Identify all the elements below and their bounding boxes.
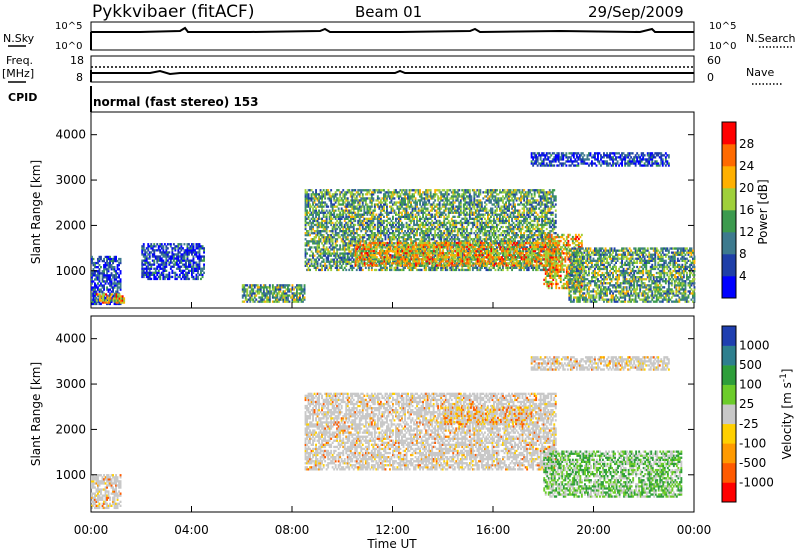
colorbar-tick-label: 24 bbox=[739, 159, 754, 173]
noise-left-tick-bottom: 10^0 bbox=[55, 41, 82, 52]
power-colorbar: 4 8 12 16 20 24 28 bbox=[721, 121, 754, 299]
cpid-label: CPID bbox=[8, 91, 37, 104]
velocity-data bbox=[91, 356, 683, 510]
y-tick-label: 3000 bbox=[55, 377, 86, 391]
x-tick-label: 08:00 bbox=[275, 523, 310, 537]
colorbar-swatch bbox=[722, 188, 736, 211]
colorbar-swatch bbox=[722, 144, 736, 167]
noise-left-label: N.Sky bbox=[3, 32, 35, 45]
colorbar-swatch bbox=[722, 345, 736, 366]
power-y-axis: 1000 2000 3000 4000 bbox=[55, 128, 694, 278]
time-axis: 00:00 04:00 08:00 12:00 16:00 20:00 00:00 bbox=[74, 302, 712, 537]
velocity-colorbar-label: Velocity [m s-1] bbox=[779, 369, 794, 460]
noise-sky-trace bbox=[91, 26, 694, 34]
x-tick-label: 00:00 bbox=[677, 523, 712, 537]
colorbar-swatch bbox=[722, 423, 736, 444]
power-echo-region bbox=[304, 189, 557, 272]
nave-tick-bottom: 0 bbox=[707, 71, 714, 84]
colorbar-swatch bbox=[722, 166, 736, 189]
colorbar-tick-label: 20 bbox=[739, 181, 754, 195]
time-axis-label: Time UT bbox=[366, 537, 417, 551]
colorbar-swatch bbox=[722, 365, 736, 385]
power-echo-region bbox=[530, 152, 670, 167]
velocity-panel: 1000 2000 3000 4000 Slant Range [km] 1000 50… bbox=[29, 315, 794, 513]
nave-tick-top: 60 bbox=[707, 54, 721, 67]
colorbar-tick-label: 1000 bbox=[739, 339, 770, 353]
colorbar-swatch bbox=[722, 462, 736, 483]
power-colorbar-label: Power [dB] bbox=[756, 179, 770, 244]
freq-tick-top: 18 bbox=[70, 54, 84, 67]
power-y-axis-label: Slant Range [km] bbox=[29, 160, 43, 264]
x-tick-label: 00:00 bbox=[74, 523, 109, 537]
y-tick-label: 2000 bbox=[55, 218, 86, 232]
colorbar-swatch bbox=[722, 326, 736, 346]
noise-right-tick-top: 10^5 bbox=[709, 21, 736, 32]
colorbar-tick-label: 500 bbox=[739, 358, 762, 372]
velocity-y-axis: 1000 2000 3000 4000 bbox=[55, 332, 694, 482]
date-title: 29/Sep/2009 bbox=[588, 3, 684, 21]
power-echo-region bbox=[354, 241, 558, 267]
y-tick-label: 2000 bbox=[55, 422, 86, 436]
noise-left-tick-top: 10^5 bbox=[55, 21, 82, 32]
x-tick-label: 20:00 bbox=[576, 523, 611, 537]
station-title: Pykkvibaer (fitACF) bbox=[92, 2, 254, 22]
noise-right-tick-bottom: 10^0 bbox=[709, 41, 736, 52]
beam-title: Beam 01 bbox=[355, 3, 422, 21]
colorbar-tick-label: -100 bbox=[739, 436, 766, 450]
colorbar-swatch bbox=[722, 384, 736, 405]
power-echo-region bbox=[96, 293, 126, 304]
colorbar-swatch bbox=[722, 404, 736, 425]
x-tick-label: 16:00 bbox=[476, 523, 511, 537]
colorbar-swatch bbox=[722, 443, 736, 464]
velocity-echo-region bbox=[543, 450, 683, 498]
colorbar-tick-label: 8 bbox=[739, 247, 747, 261]
freq-trace bbox=[91, 69, 694, 76]
colorbar-swatch bbox=[722, 276, 736, 299]
colorbar-swatch bbox=[722, 210, 736, 233]
colorbar-swatch bbox=[722, 122, 736, 145]
nave-label: Nave bbox=[746, 66, 774, 79]
colorbar-tick-label: -1000 bbox=[739, 475, 774, 489]
y-tick-label: 4000 bbox=[55, 332, 86, 346]
velocity-colorbar: 1000 500 100 25 -25 -100 -500 -1000 bbox=[721, 325, 774, 503]
colorbar-tick-label: 16 bbox=[739, 203, 754, 217]
velocity-echo-region bbox=[442, 406, 533, 426]
colorbar-tick-label: 25 bbox=[739, 397, 754, 411]
freq-label-1: Freq. bbox=[6, 54, 33, 67]
power-echo-region bbox=[568, 247, 696, 303]
colorbar-tick-label: 4 bbox=[739, 269, 747, 283]
colorbar-swatch bbox=[722, 254, 736, 277]
power-echo-region bbox=[241, 284, 306, 303]
colorbar-swatch bbox=[722, 482, 736, 503]
y-tick-label: 1000 bbox=[55, 264, 86, 278]
freq-label-2: [MHz] bbox=[2, 67, 34, 80]
power-panel: 1000 2000 3000 4000 Slant Range [km] 4 8 12 16… bbox=[29, 111, 770, 309]
power-echo-region bbox=[543, 233, 583, 290]
power-echo-region bbox=[91, 255, 122, 306]
y-tick-label: 1000 bbox=[55, 468, 86, 482]
y-tick-label: 4000 bbox=[55, 128, 86, 142]
x-tick-label: 04:00 bbox=[174, 523, 209, 537]
freq-panel: Freq. [MHz] 18 8 60 0 Nave bbox=[2, 54, 782, 85]
colorbar-tick-label: -500 bbox=[739, 456, 766, 470]
velocity-echo-region bbox=[530, 356, 670, 371]
colorbar-tick-label: 28 bbox=[739, 137, 754, 151]
colorbar-tick-label: 100 bbox=[739, 378, 762, 392]
freq-tick-bottom: 8 bbox=[76, 71, 83, 84]
noise-panel: N.Sky 10^5 10^0 10^5 10^0 N.Search bbox=[3, 21, 796, 52]
noise-right-label: N.Search bbox=[746, 32, 796, 45]
velocity-y-axis-label: Slant Range [km] bbox=[29, 362, 43, 466]
cpid-row: CPID normal (fast stereo) 153 bbox=[8, 86, 259, 112]
velocity-echo-region bbox=[91, 474, 122, 510]
colorbar-tick-label: 12 bbox=[739, 225, 754, 239]
colorbar-tick-label: -25 bbox=[739, 417, 759, 431]
x-tick-label: 12:00 bbox=[375, 523, 410, 537]
colorbar-swatch bbox=[722, 232, 736, 255]
power-data bbox=[91, 152, 696, 306]
cpid-text: normal (fast stereo) 153 bbox=[93, 95, 259, 109]
power-echo-region bbox=[141, 243, 205, 281]
y-tick-label: 3000 bbox=[55, 173, 86, 187]
